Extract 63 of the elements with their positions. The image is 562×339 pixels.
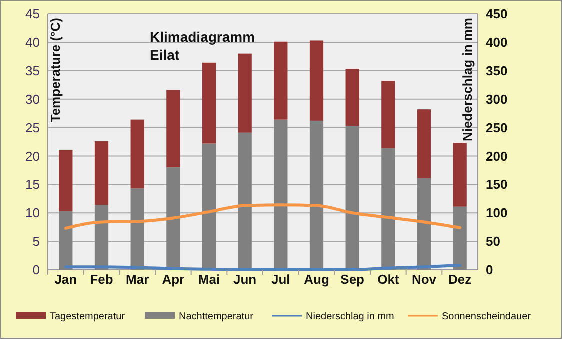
bar (59, 211, 73, 270)
x-tick-label: Okt (378, 272, 400, 287)
bar (130, 120, 144, 189)
x-tick-label: Mar (126, 272, 150, 287)
x-tick-label: Jan (54, 272, 78, 287)
y-tick-label: 40 (26, 34, 40, 50)
y2-tick-label: 100 (486, 206, 508, 221)
bar (59, 150, 73, 212)
bar (274, 120, 288, 270)
y-tick-label: 25 (26, 120, 40, 136)
text: Klimadiagramm Eilat (150, 29, 256, 63)
legend-label: Nachttemperatur (179, 312, 254, 322)
bar (382, 81, 396, 148)
x-tick-label: Sep (340, 272, 365, 287)
line-series (64, 204, 462, 230)
bar (417, 178, 432, 270)
y-tick-label: 45 (26, 6, 40, 22)
y2-tick-label: 450 (486, 6, 508, 22)
bar (346, 69, 360, 126)
y-tick-label: 5 (32, 234, 40, 250)
legend-label: Tagestemperatur (50, 312, 126, 322)
bar (238, 54, 252, 133)
bar (94, 205, 109, 270)
legend-label: Sonnenscheindauer (442, 312, 532, 322)
y-axis-title: Temperature (°C) (48, 18, 63, 123)
y2-tick-label: 350 (486, 63, 508, 78)
x-tick-label: Mai (198, 272, 220, 287)
bar (274, 42, 288, 120)
y2-tick-label: 0 (486, 262, 494, 278)
y-tick-label: 10 (26, 206, 40, 221)
y2-tick-label: 50 (486, 234, 500, 250)
bar (310, 120, 324, 270)
y-tick-label: 15 (26, 177, 40, 192)
bar (238, 132, 252, 270)
bar (417, 110, 432, 178)
y-tick-label: 35 (26, 63, 40, 78)
y-tick-label: 20 (26, 148, 40, 164)
bar (130, 188, 144, 270)
y2-tick-label: 250 (486, 120, 508, 136)
bar (346, 126, 360, 270)
x-tick-label: Aug (304, 272, 330, 287)
bar (453, 206, 467, 270)
bar (310, 40, 324, 121)
y2-tick-label: 400 (486, 34, 508, 50)
y-tick-label: 30 (26, 92, 40, 107)
x-tick-label: Dez (448, 272, 472, 287)
y-tick-label: 0 (32, 262, 40, 278)
legend-label: Niederschlag in mm (306, 312, 394, 322)
bar (382, 148, 396, 270)
x-tick-label: Apr (162, 272, 185, 287)
x-tick-label: Jun (234, 272, 257, 287)
bar (166, 90, 180, 168)
y2-axis-title: Niederschlag in mm (460, 18, 475, 142)
bar (94, 141, 109, 206)
x-tick-label: Feb (90, 272, 114, 287)
x-tick-label: Nov (412, 272, 438, 287)
y2-tick-label: 150 (486, 177, 508, 192)
y2-tick-label: 300 (486, 92, 508, 107)
bar (202, 144, 216, 270)
bar (202, 62, 216, 144)
x-tick-label: Jul (272, 272, 290, 287)
bar (453, 143, 467, 207)
y2-tick-label: 200 (486, 148, 508, 164)
